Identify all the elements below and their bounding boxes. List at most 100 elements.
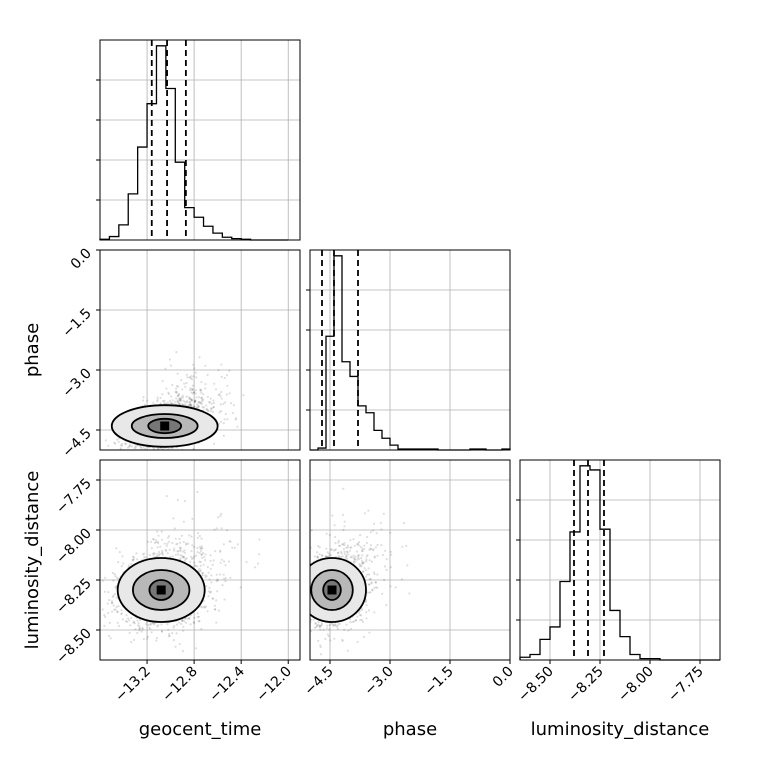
scatter-point <box>138 625 141 628</box>
scatter-point <box>345 546 348 549</box>
scatter-point <box>209 591 212 594</box>
scatter-point <box>145 623 148 626</box>
scatter-point <box>218 411 221 414</box>
scatter-point <box>198 570 202 573</box>
scatter-point <box>206 610 209 613</box>
scatter-point <box>203 605 206 608</box>
scatter-point <box>152 401 155 404</box>
scatter-point <box>194 400 197 403</box>
scatter-point <box>217 609 221 612</box>
scatter-point <box>155 636 158 640</box>
scatter-point <box>124 461 126 463</box>
scatter-point <box>305 612 307 614</box>
scatter-point <box>157 542 160 545</box>
scatter-point <box>361 549 364 552</box>
scatter-point <box>200 553 203 556</box>
scatter-point <box>364 575 368 578</box>
scatter-point <box>179 549 182 552</box>
scatter-point <box>199 401 202 404</box>
scatter-point <box>217 369 220 372</box>
scatter-point <box>356 554 360 557</box>
scatter-point <box>190 550 193 553</box>
scatter-point <box>219 403 222 406</box>
scatter-point <box>194 392 197 395</box>
scatter-point <box>178 541 182 544</box>
scatter-point <box>379 521 382 525</box>
scatter-point <box>186 376 189 379</box>
scatter-point <box>103 614 106 617</box>
scatter-point <box>168 358 171 361</box>
scatter-point <box>306 565 308 567</box>
scatter-point <box>166 542 169 545</box>
scatter-point <box>231 412 235 415</box>
scatter-point <box>157 624 160 627</box>
scatter-point <box>381 553 385 557</box>
scatter-point <box>358 563 361 566</box>
scatter-point <box>302 611 304 613</box>
scatter-point <box>127 451 129 453</box>
scatter-point <box>103 590 106 593</box>
scatter-point <box>335 625 339 628</box>
scatter-point <box>182 629 185 632</box>
scatter-point <box>199 401 202 404</box>
scatter-point <box>372 529 375 532</box>
scatter-point <box>317 556 320 560</box>
scatter-point <box>290 562 292 564</box>
scatter-point <box>112 604 115 607</box>
scatter-point <box>207 595 210 598</box>
density-peak <box>156 585 166 595</box>
scatter-point <box>167 540 171 543</box>
scatter-point <box>176 394 179 397</box>
scatter-point <box>361 561 364 564</box>
scatter-point <box>202 551 205 555</box>
scatter-point <box>104 615 107 619</box>
scatter-point <box>315 625 318 628</box>
scatter-point <box>185 543 188 546</box>
scatter-point <box>166 552 169 555</box>
scatter-point <box>328 533 331 537</box>
scatter-point <box>137 452 139 454</box>
scatter-point <box>373 556 376 559</box>
scatter-point <box>161 553 164 556</box>
scatter-point <box>284 586 286 588</box>
scatter-point <box>401 545 404 548</box>
scatter-point <box>193 616 196 619</box>
scatter-point <box>181 619 184 622</box>
scatter-point <box>394 586 397 589</box>
scatter-point <box>141 553 145 556</box>
scatter-point <box>141 453 143 455</box>
scatter-point <box>292 576 294 578</box>
scatter-point <box>162 399 165 403</box>
scatter-point <box>302 563 304 565</box>
scatter-point <box>200 537 203 540</box>
scatter-point <box>359 534 362 537</box>
scatter-point <box>304 602 306 604</box>
scatter-point <box>175 351 178 354</box>
panel-frame <box>99 249 301 451</box>
scatter-point <box>117 624 121 628</box>
scatter-point <box>151 460 153 462</box>
scatter-point <box>149 627 152 630</box>
scatter-point <box>148 452 150 454</box>
scatter-point <box>134 446 137 449</box>
scatter-point <box>164 548 167 551</box>
scatter-point <box>201 572 204 575</box>
scatter-point <box>301 599 303 601</box>
scatter-point <box>359 545 362 548</box>
scatter-point <box>183 617 187 621</box>
scatter-point <box>161 551 164 554</box>
scatter-point <box>324 637 327 641</box>
scatter-point <box>214 388 218 391</box>
scatter-point <box>196 490 199 494</box>
scatter-point <box>144 556 147 559</box>
scatter-point <box>176 400 179 403</box>
scatter-point <box>179 398 183 401</box>
scatter-point <box>96 625 98 627</box>
scatter-point <box>304 625 306 627</box>
scatter-point <box>191 388 194 391</box>
scatter-point <box>382 512 385 515</box>
scatter-point <box>342 548 345 551</box>
scatter-point <box>201 398 204 401</box>
scatter-point <box>356 615 359 618</box>
scatter-point <box>208 578 211 581</box>
